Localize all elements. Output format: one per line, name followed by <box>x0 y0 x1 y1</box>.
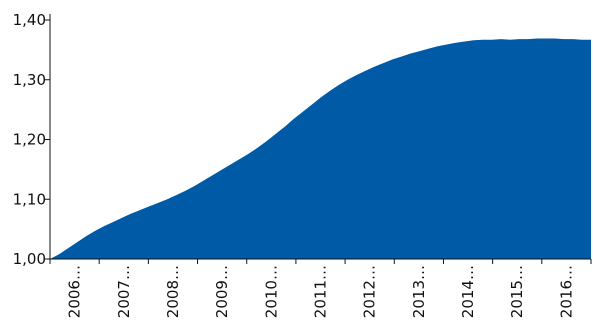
x-tick-label: 2010… <box>262 265 280 318</box>
plot-area <box>50 38 591 259</box>
x-tick-label: 2008… <box>164 265 182 318</box>
x-axis: 2006… 2007… 2008… 2009… 2010… 2011… 2012… 2013…… <box>49 258 592 318</box>
y-axis: 1,00 1,10 1,20 1,30 1,40 <box>13 11 51 268</box>
x-tick-label: 2014… <box>459 265 477 318</box>
y-tick-label: 1,30 <box>13 71 46 89</box>
y-tick-label: 1,00 <box>13 250 46 268</box>
x-tick-label: 2015… <box>508 265 526 318</box>
x-tick-label: 2009… <box>213 265 231 318</box>
y-tick-label: 1,20 <box>13 131 46 149</box>
x-tick-label: 2006… <box>66 265 84 318</box>
series-area <box>50 38 591 259</box>
y-tick-label: 1,10 <box>13 190 46 208</box>
x-tick-label: 2007… <box>115 265 133 318</box>
x-tick-label: 2012… <box>361 265 379 318</box>
x-tick-label: 2013… <box>410 265 428 318</box>
x-tick-label: 2011… <box>312 265 330 318</box>
x-tick-label: 2016… <box>557 265 575 318</box>
y-tick-label: 1,40 <box>13 11 46 29</box>
